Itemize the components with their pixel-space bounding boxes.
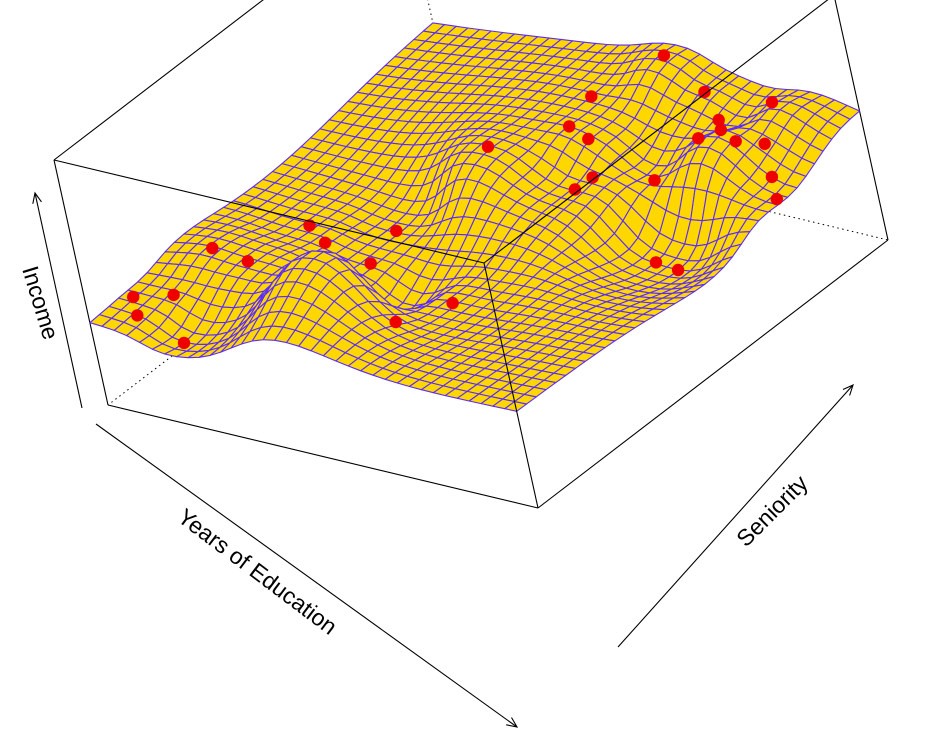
box-edge xyxy=(107,404,539,509)
observation-point xyxy=(131,309,144,322)
box-edge xyxy=(53,159,109,406)
box-edge xyxy=(834,0,889,241)
observation-point xyxy=(127,290,140,304)
observation-point xyxy=(586,171,599,184)
observation-point xyxy=(364,257,377,270)
box-edge xyxy=(483,262,539,509)
observation-point xyxy=(758,137,771,150)
observation-point xyxy=(318,236,332,249)
income-surface xyxy=(89,22,861,412)
box-edge xyxy=(53,159,485,264)
observation-point xyxy=(582,132,595,146)
observation-point xyxy=(206,241,219,255)
observation-point xyxy=(692,132,705,145)
observation-point xyxy=(698,85,711,99)
observation-point xyxy=(770,192,783,206)
observation-point xyxy=(648,174,661,187)
observation-point xyxy=(671,263,685,277)
observation-point xyxy=(446,296,459,310)
box-edge xyxy=(537,239,889,509)
observation-point xyxy=(585,90,598,103)
observation-point xyxy=(714,123,727,137)
observation-point xyxy=(167,288,180,302)
x-axis-arrow xyxy=(95,423,519,728)
z-axis-label: Income xyxy=(17,263,64,343)
observation-point xyxy=(765,170,779,184)
box-hidden-edge xyxy=(427,0,459,138)
observation-point xyxy=(390,224,403,238)
observation-point xyxy=(729,135,742,148)
observation-point xyxy=(481,140,495,153)
observation-point xyxy=(241,255,254,268)
observation-point xyxy=(765,96,779,109)
axis-arrows xyxy=(32,191,854,728)
observation-point xyxy=(712,113,725,127)
plot-box-front xyxy=(53,0,889,509)
observation-point xyxy=(177,336,191,350)
y-axis-arrow xyxy=(617,383,854,648)
observation-point xyxy=(657,49,671,62)
box-edge xyxy=(53,0,264,161)
box-edge xyxy=(483,0,829,264)
y-axis-label: Seniority xyxy=(731,470,813,552)
x-axis-label: Years of Education xyxy=(173,503,342,639)
observation-point xyxy=(563,120,576,133)
observation-point xyxy=(389,315,402,329)
observation-point xyxy=(568,183,582,196)
z-axis-arrow xyxy=(32,191,83,409)
observation-point xyxy=(649,256,663,269)
